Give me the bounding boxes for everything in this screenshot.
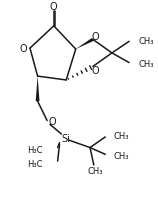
Text: Si: Si (62, 133, 71, 143)
Text: CH₃: CH₃ (114, 132, 129, 141)
Text: O: O (92, 66, 100, 76)
Text: H₃C: H₃C (27, 159, 42, 168)
Text: CH₃: CH₃ (114, 151, 129, 160)
Text: CH₃: CH₃ (139, 37, 154, 46)
Polygon shape (76, 39, 94, 50)
Text: O: O (19, 44, 27, 54)
Text: O: O (48, 116, 56, 126)
Text: O: O (92, 31, 100, 41)
Text: H₃C: H₃C (27, 145, 42, 154)
Text: CH₃: CH₃ (88, 166, 103, 175)
Text: O: O (50, 2, 58, 12)
Text: CH₃: CH₃ (139, 60, 154, 69)
Polygon shape (36, 77, 40, 102)
